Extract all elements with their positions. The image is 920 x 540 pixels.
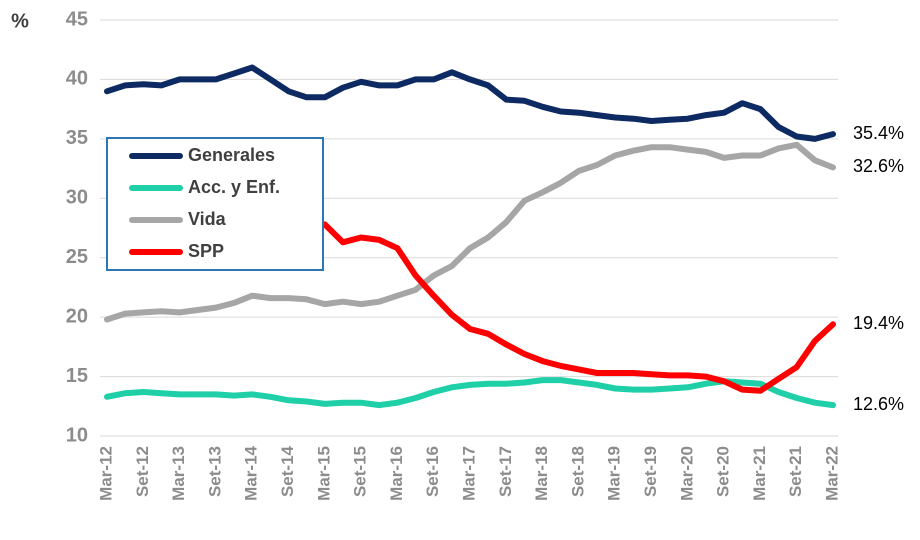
series-line	[104, 64, 836, 142]
y-tick-label: 25	[66, 246, 88, 268]
x-tick-label: Mar-13	[169, 446, 188, 501]
x-tick-label: Set-18	[568, 446, 587, 497]
legend-label: SPP	[188, 241, 224, 261]
x-tick-label: Mar-14	[242, 445, 261, 500]
y-tick-label: 30	[66, 187, 88, 209]
x-tick-label: Set-13	[205, 446, 224, 497]
series-line	[321, 221, 836, 394]
legend-label: Acc. y Enf.	[188, 177, 280, 197]
end-label: 12.6%	[853, 394, 904, 414]
y-tick-label: 20	[66, 305, 88, 327]
y-tick-label: 10	[66, 424, 88, 446]
x-tick-label: Set-16	[423, 446, 442, 497]
x-tick-label: Mar-15	[314, 446, 333, 501]
end-label: 32.6%	[853, 156, 904, 176]
y-tick-label: 45	[66, 8, 88, 30]
series-line	[104, 141, 836, 323]
legend-label: Vida	[188, 209, 227, 229]
x-tick-label: Mar-19	[605, 446, 624, 501]
series-line	[104, 377, 836, 409]
end-label: 19.4%	[853, 313, 904, 333]
x-tick-label: Set-17	[496, 446, 515, 497]
y-tick-label: 35	[66, 127, 88, 149]
x-tick-label: Mar-18	[532, 446, 551, 501]
y-tick-label: 15	[66, 365, 88, 387]
x-tick-label: Mar-12	[96, 446, 115, 501]
legend-box	[106, 137, 324, 271]
legend-label: Generales	[188, 145, 275, 165]
y-axis-label: %	[11, 10, 29, 32]
y-tick-label: 40	[66, 68, 88, 90]
x-tick-label: Set-19	[641, 446, 660, 497]
x-tick-label: Mar-22	[822, 446, 841, 501]
x-tick-label: Set-15	[351, 446, 370, 497]
x-tick-label: Mar-17	[459, 446, 478, 501]
x-tick-label: Mar-16	[387, 446, 406, 501]
x-tick-label: Set-12	[133, 446, 152, 497]
x-tick-label: Mar-21	[750, 446, 769, 501]
x-tick-label: Set-21	[786, 446, 805, 497]
x-tick-label: Set-20	[714, 446, 733, 497]
end-label: 35.4%	[853, 123, 904, 143]
x-tick-label: Mar-20	[677, 446, 696, 501]
x-tick-label: Set-14	[278, 445, 297, 497]
